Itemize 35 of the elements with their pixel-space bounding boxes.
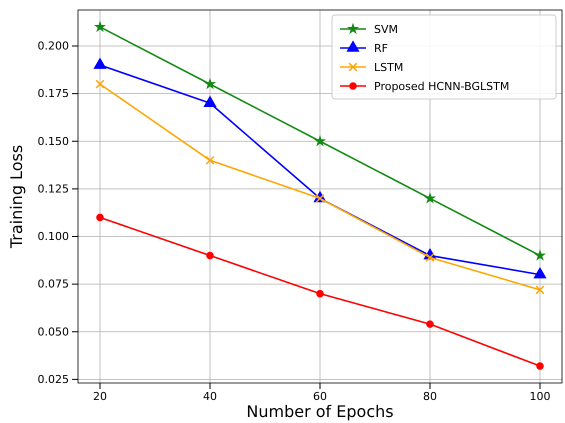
y-tick-label: 0.075: [38, 278, 69, 291]
x-axis-title: Number of Epochs: [246, 402, 394, 421]
x-tick-label: 40: [203, 390, 217, 403]
legend-label: SVM: [374, 23, 398, 36]
point: [314, 134, 326, 146]
legend-label: Proposed HCNN-BGLSTM: [374, 80, 510, 93]
point: [95, 80, 105, 89]
point: [426, 320, 434, 328]
y-tick-label: 0.100: [38, 230, 69, 244]
y-axis-title: Training Loss: [7, 144, 26, 250]
point: [534, 249, 546, 261]
x-tick-label: 20: [93, 390, 107, 403]
point: [206, 252, 214, 260]
x-tick-label: 100: [530, 390, 550, 403]
y-tick-label: 0.025: [38, 372, 69, 386]
point: [203, 96, 217, 107]
point: [94, 20, 106, 32]
x-tick-label: 80: [423, 390, 437, 403]
point: [536, 362, 544, 370]
legend-label: LSTM: [374, 61, 404, 74]
point: [204, 78, 216, 90]
y-tick-label: 0.050: [38, 325, 69, 338]
point: [316, 290, 324, 298]
y-tick-label: 0.125: [38, 182, 69, 196]
legend-label: RF: [374, 42, 388, 55]
point: [205, 156, 215, 165]
y-tick-label: 0.175: [38, 87, 69, 100]
y-tick-label: 0.150: [38, 134, 69, 148]
x-tick-label: 60: [313, 390, 327, 403]
point: [424, 192, 436, 204]
point: [93, 57, 107, 69]
point: [535, 285, 545, 294]
point: [96, 214, 104, 222]
point: [315, 194, 325, 203]
y-tick-label: 0.200: [38, 40, 69, 53]
